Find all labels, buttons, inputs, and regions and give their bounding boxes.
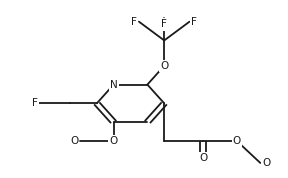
Text: F: F bbox=[191, 17, 197, 27]
Text: O: O bbox=[70, 136, 78, 146]
Text: F: F bbox=[161, 19, 167, 30]
Text: O: O bbox=[262, 158, 270, 168]
Text: O: O bbox=[160, 61, 168, 71]
Text: O: O bbox=[109, 136, 118, 146]
Text: O: O bbox=[199, 153, 207, 163]
Text: F: F bbox=[131, 17, 137, 27]
Text: O: O bbox=[233, 136, 241, 146]
Text: N: N bbox=[110, 80, 118, 90]
Text: F: F bbox=[32, 98, 38, 108]
